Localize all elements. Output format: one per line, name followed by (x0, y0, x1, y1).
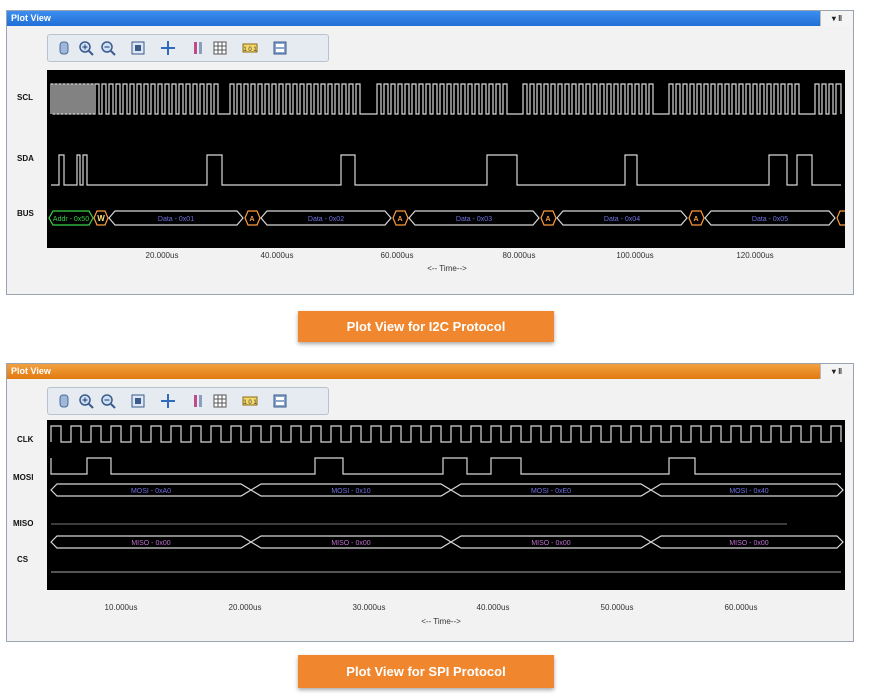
cursor-icon[interactable] (158, 391, 178, 411)
i2c-title-bar: Plot View ▾ ‖ (7, 11, 853, 26)
bus-label-ack-3: A (545, 216, 550, 223)
zoom-out-icon[interactable] (98, 391, 118, 411)
spi-plot-panel: Plot View ▾ ‖ 1 0 1 CLK MOSI MISO CS MOS… (6, 363, 854, 642)
bus-label-ack-1: A (249, 216, 254, 223)
i2c-toolbar: 1 0 1 (47, 34, 329, 62)
spi-tick-50us: 50.000us (600, 603, 634, 612)
i2c-time-axis-label: <-- Time--> (427, 264, 467, 273)
bus-label-data-1: Data - 0x01 (158, 216, 194, 223)
marker-icon[interactable] (188, 391, 208, 411)
settings-icon[interactable] (270, 391, 290, 411)
signal-label-sda: SDA (17, 154, 34, 163)
spi-time-axis-label: <-- Time--> (421, 617, 461, 626)
spi-window-controls[interactable]: ▾ ‖ (820, 364, 853, 379)
miso-label-4: MISO - 0x00 (729, 540, 768, 547)
signal-label-mosi: MOSI (13, 473, 34, 482)
i2c-tick-120us: 120.000us (736, 251, 774, 260)
bus-label-write: W (97, 214, 105, 223)
miso-bus-track (50, 535, 844, 549)
spi-tick-60us: 60.000us (724, 603, 758, 612)
scl-waveform (50, 83, 842, 115)
spi-window-title: Plot View (11, 366, 51, 376)
bus-label-data-2: Data - 0x02 (308, 216, 344, 223)
spi-tick-30us: 30.000us (352, 603, 386, 612)
bus-label-ack-2: A (397, 216, 402, 223)
i2c-tick-20us: 20.000us (145, 251, 179, 260)
pan-hand-icon[interactable] (54, 38, 74, 58)
cursor-icon[interactable] (158, 38, 178, 58)
signal-label-clk: CLK (17, 435, 34, 444)
i2c-tick-80us: 80.000us (502, 251, 536, 260)
i2c-caption: Plot View for I2C Protocol (298, 311, 554, 342)
sda-waveform (51, 154, 841, 186)
svg-text:1 0 1: 1 0 1 (243, 47, 257, 53)
i2c-window-title: Plot View (11, 13, 51, 23)
signal-label-bus: BUS (17, 209, 34, 218)
pan-hand-icon[interactable] (54, 391, 74, 411)
spi-tick-20us: 20.000us (228, 603, 262, 612)
signal-label-scl: SCL (17, 93, 33, 102)
bus-label-data-4: Data - 0x04 (604, 216, 640, 223)
bus-label-addr: Addr - 0x50 (53, 216, 89, 223)
grid-icon[interactable] (210, 38, 230, 58)
zoom-in-icon[interactable] (76, 38, 96, 58)
spi-tick-10us: 10.000us (104, 603, 138, 612)
spi-title-bar: Plot View ▾ ‖ (7, 364, 853, 379)
ruler-icon[interactable]: 1 0 1 (240, 391, 260, 411)
mosi-bus-track (50, 483, 844, 497)
spi-tick-40us: 40.000us (476, 603, 510, 612)
spi-caption: Plot View for SPI Protocol (298, 655, 554, 688)
miso-label-3: MISO - 0x00 (531, 540, 570, 547)
i2c-tick-40us: 40.000us (260, 251, 294, 260)
i2c-tick-60us: 60.000us (380, 251, 414, 260)
signal-label-cs: CS (17, 555, 29, 564)
bus-label-data-3: Data - 0x03 (456, 216, 492, 223)
svg-text:1 0 1: 1 0 1 (243, 400, 257, 406)
mosi-waveform (50, 457, 841, 475)
i2c-bus-track (48, 210, 845, 226)
i2c-tick-100us: 100.000us (616, 251, 654, 260)
signal-label-miso: MISO (13, 519, 34, 528)
mosi-label-4: MOSI - 0x40 (729, 488, 768, 495)
bus-label-ack-4: A (693, 216, 698, 223)
i2c-waveform-area[interactable]: Addr - 0x50 W Data - 0x01 A Data - 0x02 … (47, 70, 845, 248)
i2c-window-controls[interactable]: ▾ ‖ (820, 11, 853, 26)
ruler-icon[interactable]: 1 0 1 (240, 38, 260, 58)
fit-view-icon[interactable] (128, 38, 148, 58)
spi-toolbar: 1 0 1 (47, 387, 329, 415)
marker-icon[interactable] (188, 38, 208, 58)
spi-waveform-area[interactable]: MOSI - 0xA0 MOSI - 0x10 MOSI - 0xE0 MOSI… (47, 420, 845, 590)
grid-icon[interactable] (210, 391, 230, 411)
clk-waveform (50, 425, 842, 443)
settings-icon[interactable] (270, 38, 290, 58)
mosi-label-3: MOSI - 0xE0 (531, 488, 571, 495)
bus-label-data-5: Data - 0x05 (752, 216, 788, 223)
mosi-label-1: MOSI - 0xA0 (131, 488, 171, 495)
miso-label-1: MISO - 0x00 (131, 540, 170, 547)
miso-label-2: MISO - 0x00 (331, 540, 370, 547)
zoom-in-icon[interactable] (76, 391, 96, 411)
fit-view-icon[interactable] (128, 391, 148, 411)
i2c-plot-panel: Plot View ▾ ‖ 1 0 1 SCL SDA BUS (6, 10, 854, 295)
zoom-out-icon[interactable] (98, 38, 118, 58)
mosi-label-2: MOSI - 0x10 (331, 488, 370, 495)
